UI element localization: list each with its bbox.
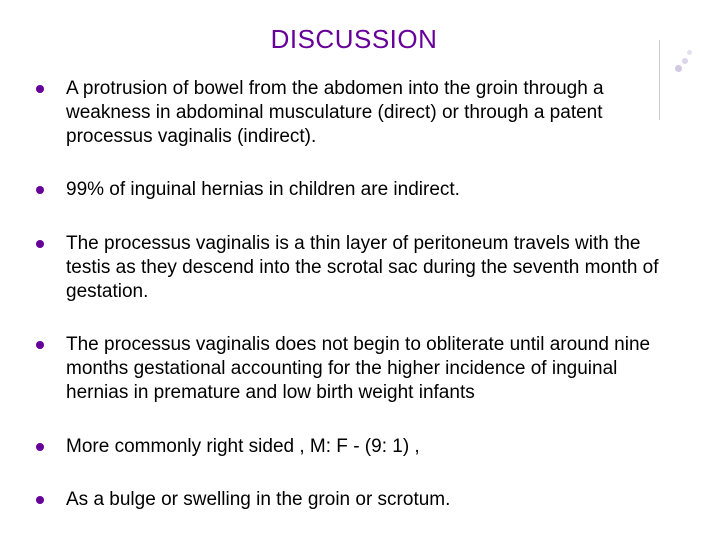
- bullet-text: More commonly right sided , M: F - (9: 1…: [66, 435, 672, 459]
- bullet-icon: [36, 341, 44, 349]
- bullet-text: As a bulge or swelling in the groin or s…: [66, 488, 672, 512]
- list-item: The processus vaginalis does not begin t…: [36, 333, 672, 404]
- list-item: More commonly right sided , M: F - (9: 1…: [36, 435, 672, 459]
- list-item: As a bulge or swelling in the groin or s…: [36, 488, 672, 512]
- bullet-text: 99% of inguinal hernias in children are …: [66, 178, 672, 202]
- bullet-icon: [36, 240, 44, 248]
- bullet-text: A protrusion of bowel from the abdomen i…: [66, 77, 672, 148]
- bullet-icon: [36, 443, 44, 451]
- slide: DISCUSSION A protrusion of bowel from th…: [0, 0, 720, 540]
- bullet-list: A protrusion of bowel from the abdomen i…: [36, 77, 672, 512]
- bullet-icon: [36, 496, 44, 504]
- decorative-line: [659, 40, 660, 120]
- bullet-icon: [36, 186, 44, 194]
- bullet-icon: [36, 85, 44, 93]
- list-item: A protrusion of bowel from the abdomen i…: [36, 77, 672, 148]
- list-item: The processus vaginalis is a thin layer …: [36, 232, 672, 303]
- slide-title: DISCUSSION: [36, 24, 672, 55]
- bullet-text: The processus vaginalis does not begin t…: [66, 333, 672, 404]
- corner-decoration: [670, 48, 694, 72]
- list-item: 99% of inguinal hernias in children are …: [36, 178, 672, 202]
- bullet-text: The processus vaginalis is a thin layer …: [66, 232, 672, 303]
